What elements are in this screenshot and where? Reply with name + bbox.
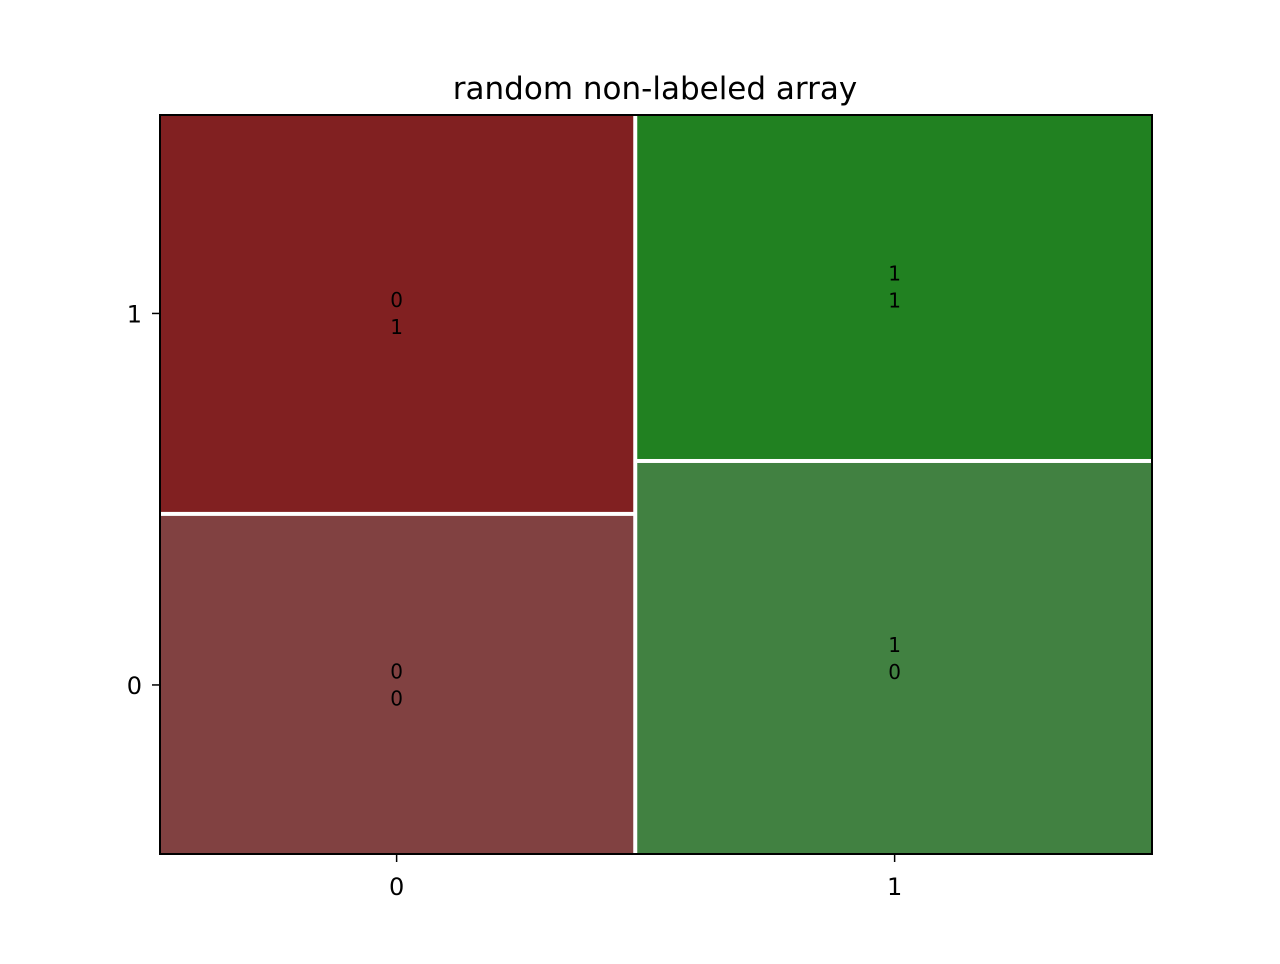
y-axis: 01 [127,300,160,700]
tile-label-0-1-line-1: 1 [390,315,403,339]
y-tick-label-1: 1 [127,300,142,328]
tile-label-1-1-line-1: 1 [888,288,901,312]
chart-title: random non-labeled array [453,71,857,107]
tiles-layer [160,115,1152,854]
plot-frame [159,114,1153,855]
mosaic-tile-1-1 [637,115,1152,459]
mosaic-tile-0-0 [160,515,634,854]
tile-label-1-1-line-0: 1 [888,261,901,285]
tile-label-0-1-line-0: 0 [390,288,403,312]
tile-label-1-0-line-1: 0 [888,660,901,684]
x-tick-label-0: 0 [389,873,404,901]
mosaic-tile-1-0 [637,462,1152,854]
y-tick-label-0: 0 [127,672,142,700]
tile-label-0-0-line-0: 0 [390,659,403,683]
tile-labels-layer: 0 0 0 1 1 0 1 1 [390,261,901,710]
tile-label-0-0-line-1: 0 [390,686,403,710]
tile-label-1-0-line-0: 1 [888,633,901,657]
x-tick-label-1: 1 [887,873,902,901]
mosaic-tile-0-1 [160,115,634,512]
